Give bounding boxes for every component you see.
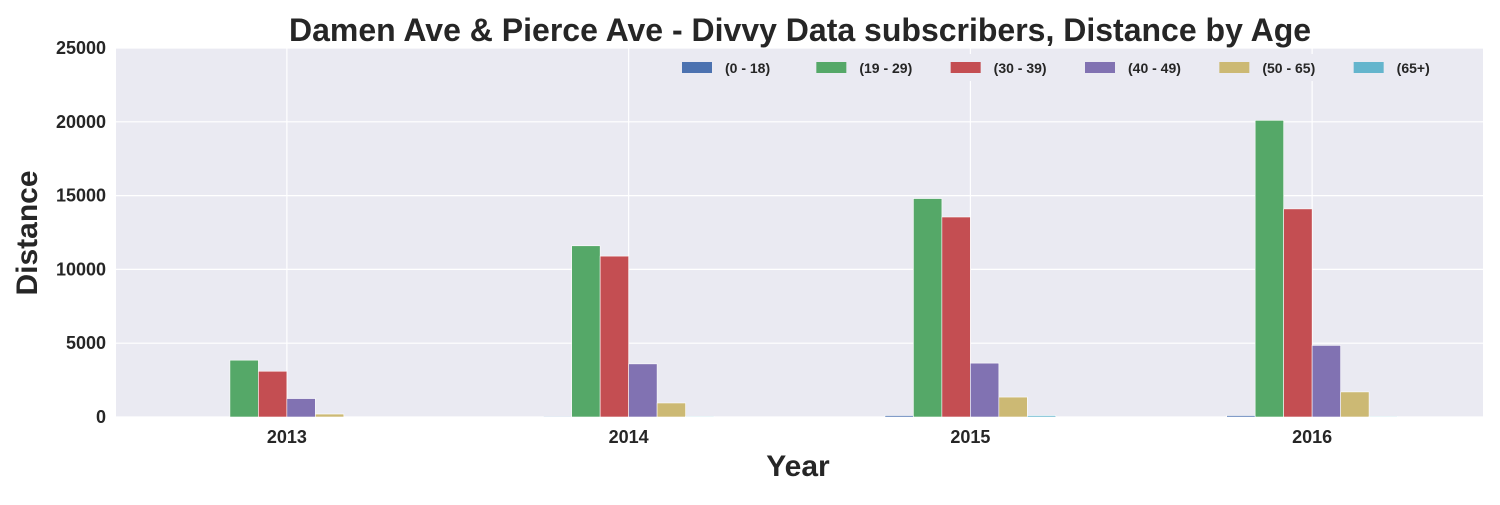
legend-label: (0 - 18) — [725, 60, 770, 76]
bar-2014-series-4 — [656, 402, 686, 418]
bar-2016-series-0 — [1226, 415, 1256, 418]
bar-2016-series-3 — [1311, 345, 1341, 418]
x-tick-label: 2013 — [267, 427, 307, 447]
legend-label: (50 - 65) — [1262, 60, 1315, 76]
y-axis-title: Distance — [11, 170, 44, 295]
bar-2014-series-3 — [628, 363, 658, 418]
chart-title: Damen Ave & Pierce Ave - Divvy Data subs… — [289, 12, 1311, 48]
legend-swatch — [816, 62, 847, 73]
legend-swatch — [1353, 62, 1384, 73]
bar-2016-series-1 — [1254, 120, 1284, 418]
legend-label: (65+) — [1397, 60, 1430, 76]
bar-2016-series-2 — [1283, 208, 1313, 418]
bar-2014-series-1 — [571, 245, 601, 418]
bar-2013-series-3 — [286, 398, 316, 418]
legend-swatch — [1219, 62, 1250, 73]
bar-2015-series-5 — [1027, 415, 1057, 418]
bar-2016-series-5 — [1368, 415, 1398, 418]
y-tick-label: 5000 — [66, 333, 106, 353]
bar-2014-series-5 — [685, 415, 715, 418]
bar-2015-series-4 — [998, 396, 1028, 418]
y-tick-label: 20000 — [56, 112, 106, 132]
bar-2013-series-1 — [229, 359, 259, 418]
y-tick-label: 15000 — [56, 186, 106, 206]
bar-2015-series-1 — [913, 198, 943, 418]
bar-2014-series-0 — [542, 415, 572, 418]
legend-swatch — [950, 62, 981, 73]
bar-2013-series-2 — [258, 370, 288, 418]
bar-2014-series-2 — [599, 255, 629, 418]
legend-swatch — [682, 62, 712, 73]
x-tick-label: 2015 — [950, 427, 990, 447]
legend-label: (40 - 49) — [1128, 60, 1181, 76]
legend — [674, 54, 1480, 81]
x-axis-title: Year — [766, 450, 830, 483]
bar-2013-series-4 — [315, 413, 345, 418]
bar-2015-series-2 — [941, 216, 971, 418]
y-tick-label: 25000 — [56, 38, 106, 58]
bar-2016-series-4 — [1340, 391, 1370, 418]
bar-2015-series-3 — [970, 362, 1000, 418]
bar-2015-series-0 — [884, 415, 914, 418]
y-tick-label: 10000 — [56, 259, 106, 279]
y-tick-label: 0 — [96, 407, 106, 427]
legend-label: (19 - 29) — [859, 60, 912, 76]
x-tick-label: 2016 — [1292, 427, 1332, 447]
legend-swatch — [1085, 62, 1115, 73]
x-tick-label: 2014 — [609, 427, 649, 447]
legend-label: (30 - 39) — [994, 60, 1047, 76]
